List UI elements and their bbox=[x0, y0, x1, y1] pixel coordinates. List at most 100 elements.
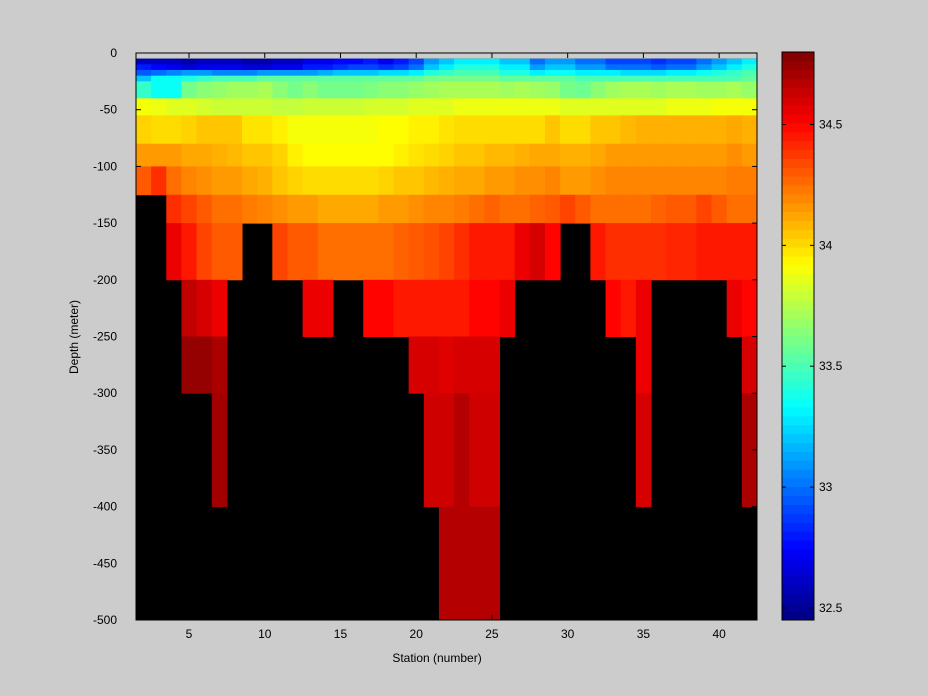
heatmap-cell bbox=[332, 64, 349, 71]
heatmap-cell bbox=[681, 223, 697, 281]
heatmap-cell bbox=[242, 115, 258, 145]
colorbar-segment bbox=[782, 593, 814, 603]
heatmap-cell bbox=[136, 143, 152, 167]
heatmap-cell bbox=[211, 364, 228, 394]
x-axis-label: Station (number) bbox=[392, 651, 481, 665]
heatmap-cell bbox=[363, 194, 379, 224]
heatmap-cell bbox=[287, 143, 304, 167]
heatmap-cell bbox=[650, 223, 667, 281]
heatmap-cell bbox=[605, 194, 622, 224]
heatmap-cell bbox=[484, 81, 501, 99]
heatmap-cell bbox=[469, 279, 485, 337]
heatmap-cell bbox=[529, 143, 546, 167]
heatmap-cell bbox=[196, 64, 213, 71]
heatmap-cell bbox=[438, 223, 455, 281]
heatmap-cell bbox=[605, 98, 622, 116]
heatmap-cell bbox=[696, 58, 713, 65]
heatmap-cell bbox=[666, 98, 682, 116]
heatmap-cell bbox=[484, 223, 501, 281]
heatmap-cell bbox=[711, 70, 728, 77]
colorbar-segment bbox=[782, 389, 814, 399]
heatmap-cell bbox=[469, 98, 485, 116]
heatmap-cell bbox=[332, 166, 349, 196]
heatmap-cell bbox=[408, 81, 425, 99]
heatmap-cell bbox=[226, 58, 243, 65]
heatmap-cell bbox=[696, 143, 713, 167]
heatmap-cell bbox=[166, 64, 182, 71]
x-tick-label: 40 bbox=[712, 627, 726, 641]
heatmap-cell bbox=[544, 75, 561, 82]
heatmap-cell bbox=[726, 279, 743, 337]
heatmap-cell bbox=[423, 98, 440, 116]
heatmap-cell bbox=[257, 98, 273, 116]
heatmap-cell bbox=[423, 223, 440, 281]
heatmap-cell bbox=[151, 75, 167, 82]
heatmap-cell bbox=[514, 223, 531, 281]
y-tick-label: -50 bbox=[100, 103, 118, 117]
heatmap-cell bbox=[620, 143, 637, 167]
heatmap-cell bbox=[666, 166, 682, 196]
heatmap-cell bbox=[726, 70, 743, 77]
heatmap-cell bbox=[181, 81, 198, 99]
heatmap-cell bbox=[499, 166, 516, 196]
heatmap-cell bbox=[302, 98, 319, 116]
heatmap-cell bbox=[332, 143, 349, 167]
heatmap-cell bbox=[181, 279, 198, 337]
heatmap-cell bbox=[166, 70, 182, 77]
heatmap-cell bbox=[226, 81, 243, 99]
heatmap-cell bbox=[575, 143, 591, 167]
heatmap-cell bbox=[211, 70, 228, 77]
heatmap-cell bbox=[151, 81, 167, 99]
heatmap-cell bbox=[635, 364, 652, 394]
heatmap-cell bbox=[151, 58, 167, 65]
heatmap-cell bbox=[438, 449, 455, 508]
heatmap-cell bbox=[348, 75, 364, 82]
heatmap-cell bbox=[514, 115, 531, 145]
heatmap-cell bbox=[741, 70, 758, 77]
x-tick-label: 30 bbox=[561, 627, 575, 641]
heatmap-cell bbox=[544, 194, 561, 224]
heatmap-cell bbox=[605, 64, 622, 71]
colorbar-segment bbox=[782, 451, 814, 461]
heatmap-cell bbox=[681, 70, 697, 77]
heatmap-cell bbox=[635, 336, 652, 366]
heatmap-cell bbox=[741, 98, 758, 116]
heatmap-cell bbox=[635, 81, 652, 99]
heatmap-cell bbox=[438, 75, 455, 82]
heatmap-cell bbox=[605, 115, 622, 145]
heatmap-cell bbox=[423, 336, 440, 366]
heatmap-cell bbox=[499, 98, 516, 116]
heatmap-cell bbox=[393, 98, 410, 116]
heatmap-cell bbox=[620, 75, 637, 82]
heatmap-cell bbox=[332, 81, 349, 99]
heatmap-cell bbox=[272, 70, 288, 77]
heatmap-cell bbox=[348, 81, 364, 99]
colorbar-tick-label: 33.5 bbox=[819, 359, 843, 373]
heatmap-cell bbox=[666, 58, 682, 65]
x-tick-label: 35 bbox=[637, 627, 651, 641]
heatmap-cell bbox=[484, 364, 501, 394]
heatmap-cell bbox=[484, 393, 501, 451]
heatmap-cell bbox=[393, 143, 410, 167]
heatmap-cell bbox=[741, 64, 758, 71]
heatmap-cell bbox=[363, 64, 379, 71]
heatmap-cell bbox=[257, 166, 273, 196]
heatmap-cell bbox=[696, 115, 713, 145]
heatmap-cell bbox=[332, 75, 349, 82]
heatmap-cell bbox=[348, 194, 364, 224]
colorbar-border bbox=[781, 51, 815, 621]
heatmap-cell bbox=[363, 143, 379, 167]
heatmap-cell bbox=[590, 75, 607, 82]
heatmap-cell bbox=[454, 70, 470, 77]
heatmap-cell bbox=[287, 98, 304, 116]
heatmap-cell bbox=[181, 58, 198, 65]
heatmap-cell bbox=[287, 166, 304, 196]
heatmap-cell bbox=[151, 166, 167, 196]
heatmap-cell bbox=[166, 98, 182, 116]
heatmap-cell bbox=[181, 143, 198, 167]
heatmap-cell bbox=[423, 166, 440, 196]
heatmap-cell bbox=[378, 70, 394, 77]
heatmap-cell bbox=[393, 70, 410, 77]
heatmap-cell bbox=[499, 194, 516, 224]
heatmap-cell bbox=[590, 194, 607, 224]
